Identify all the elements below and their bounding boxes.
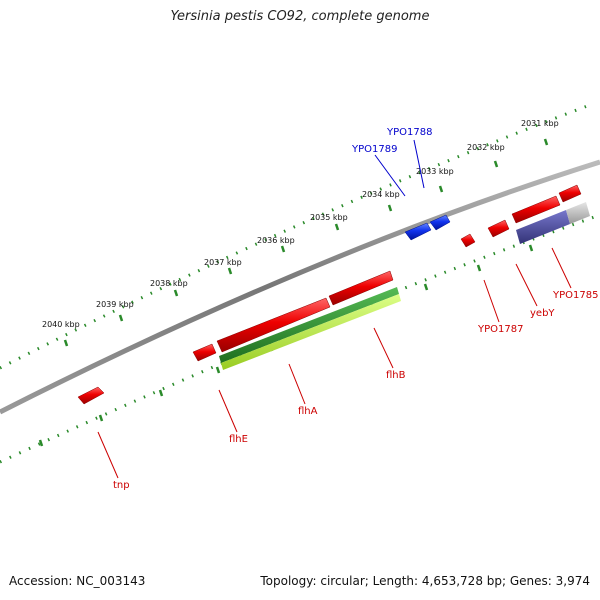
gene-flhA-shape[interactable] [216,297,331,353]
leader-line [373,327,394,369]
leader-line [515,263,538,307]
kbp-label: 2037 kbp [204,258,242,267]
gene-label-YPO1787[interactable]: YPO1787 [477,324,523,335]
gene-YPO1787-shape[interactable] [460,233,476,248]
gene-label-flhE[interactable]: flhE [229,434,248,445]
kbp-label: 2039 kbp [96,300,134,309]
track-purple [516,210,570,244]
leader-line [413,139,425,189]
gene-flhE-shape[interactable] [192,343,217,362]
kbp-label: 2035 kbp [310,213,348,222]
gene-label-yebY[interactable]: yebY [530,308,555,319]
track-lime [221,294,401,370]
kbp-label: 2032 kbp [467,143,505,152]
leader-line [97,431,119,479]
gene-label-YPO1788[interactable]: YPO1788 [386,127,432,138]
gene-label-flhB[interactable]: flhB [386,370,406,381]
gene-yebY-shape[interactable] [487,219,510,238]
gene-label-YPO1789[interactable]: YPO1789 [351,144,397,155]
leader-line [374,154,406,197]
gene-YPO1785-shape[interactable] [511,195,561,224]
gene-label-tnp[interactable]: tnp [113,480,130,491]
kbp-label: 2033 kbp [416,167,454,176]
map-title: Yersinia pestis CO92, complete genome [170,9,430,24]
kbp-label: 2038 kbp [150,279,188,288]
gene-flhB-shape[interactable] [328,270,394,306]
gene-tnp-shape[interactable] [77,386,105,405]
leader-line [218,389,238,433]
accession-text: Accession: NC_003143 [9,574,146,588]
leader-line [483,279,500,323]
gene-YPO1788-shape[interactable] [429,214,451,231]
outer-major-ticks [63,138,549,347]
gene-YPO1789-shape[interactable] [404,222,432,241]
kbp-label: 2031 kbp [521,119,559,128]
gene-label-YPO1785[interactable]: YPO1785 [552,290,598,301]
leader-line [288,363,306,405]
kbp-label: 2040 kbp [42,320,80,329]
track-green [219,287,399,363]
topology-text: Topology: circular; Length: 4,653,728 bp… [260,574,590,588]
kbp-label: 2034 kbp [362,190,400,199]
leader-line [551,247,572,289]
gene-label-flhA[interactable]: flhA [298,406,318,417]
kbp-label: 2036 kbp [257,236,295,245]
track-grey [566,202,590,224]
gene-extra-red-shape[interactable] [558,184,582,203]
genome-backbone [0,159,600,415]
